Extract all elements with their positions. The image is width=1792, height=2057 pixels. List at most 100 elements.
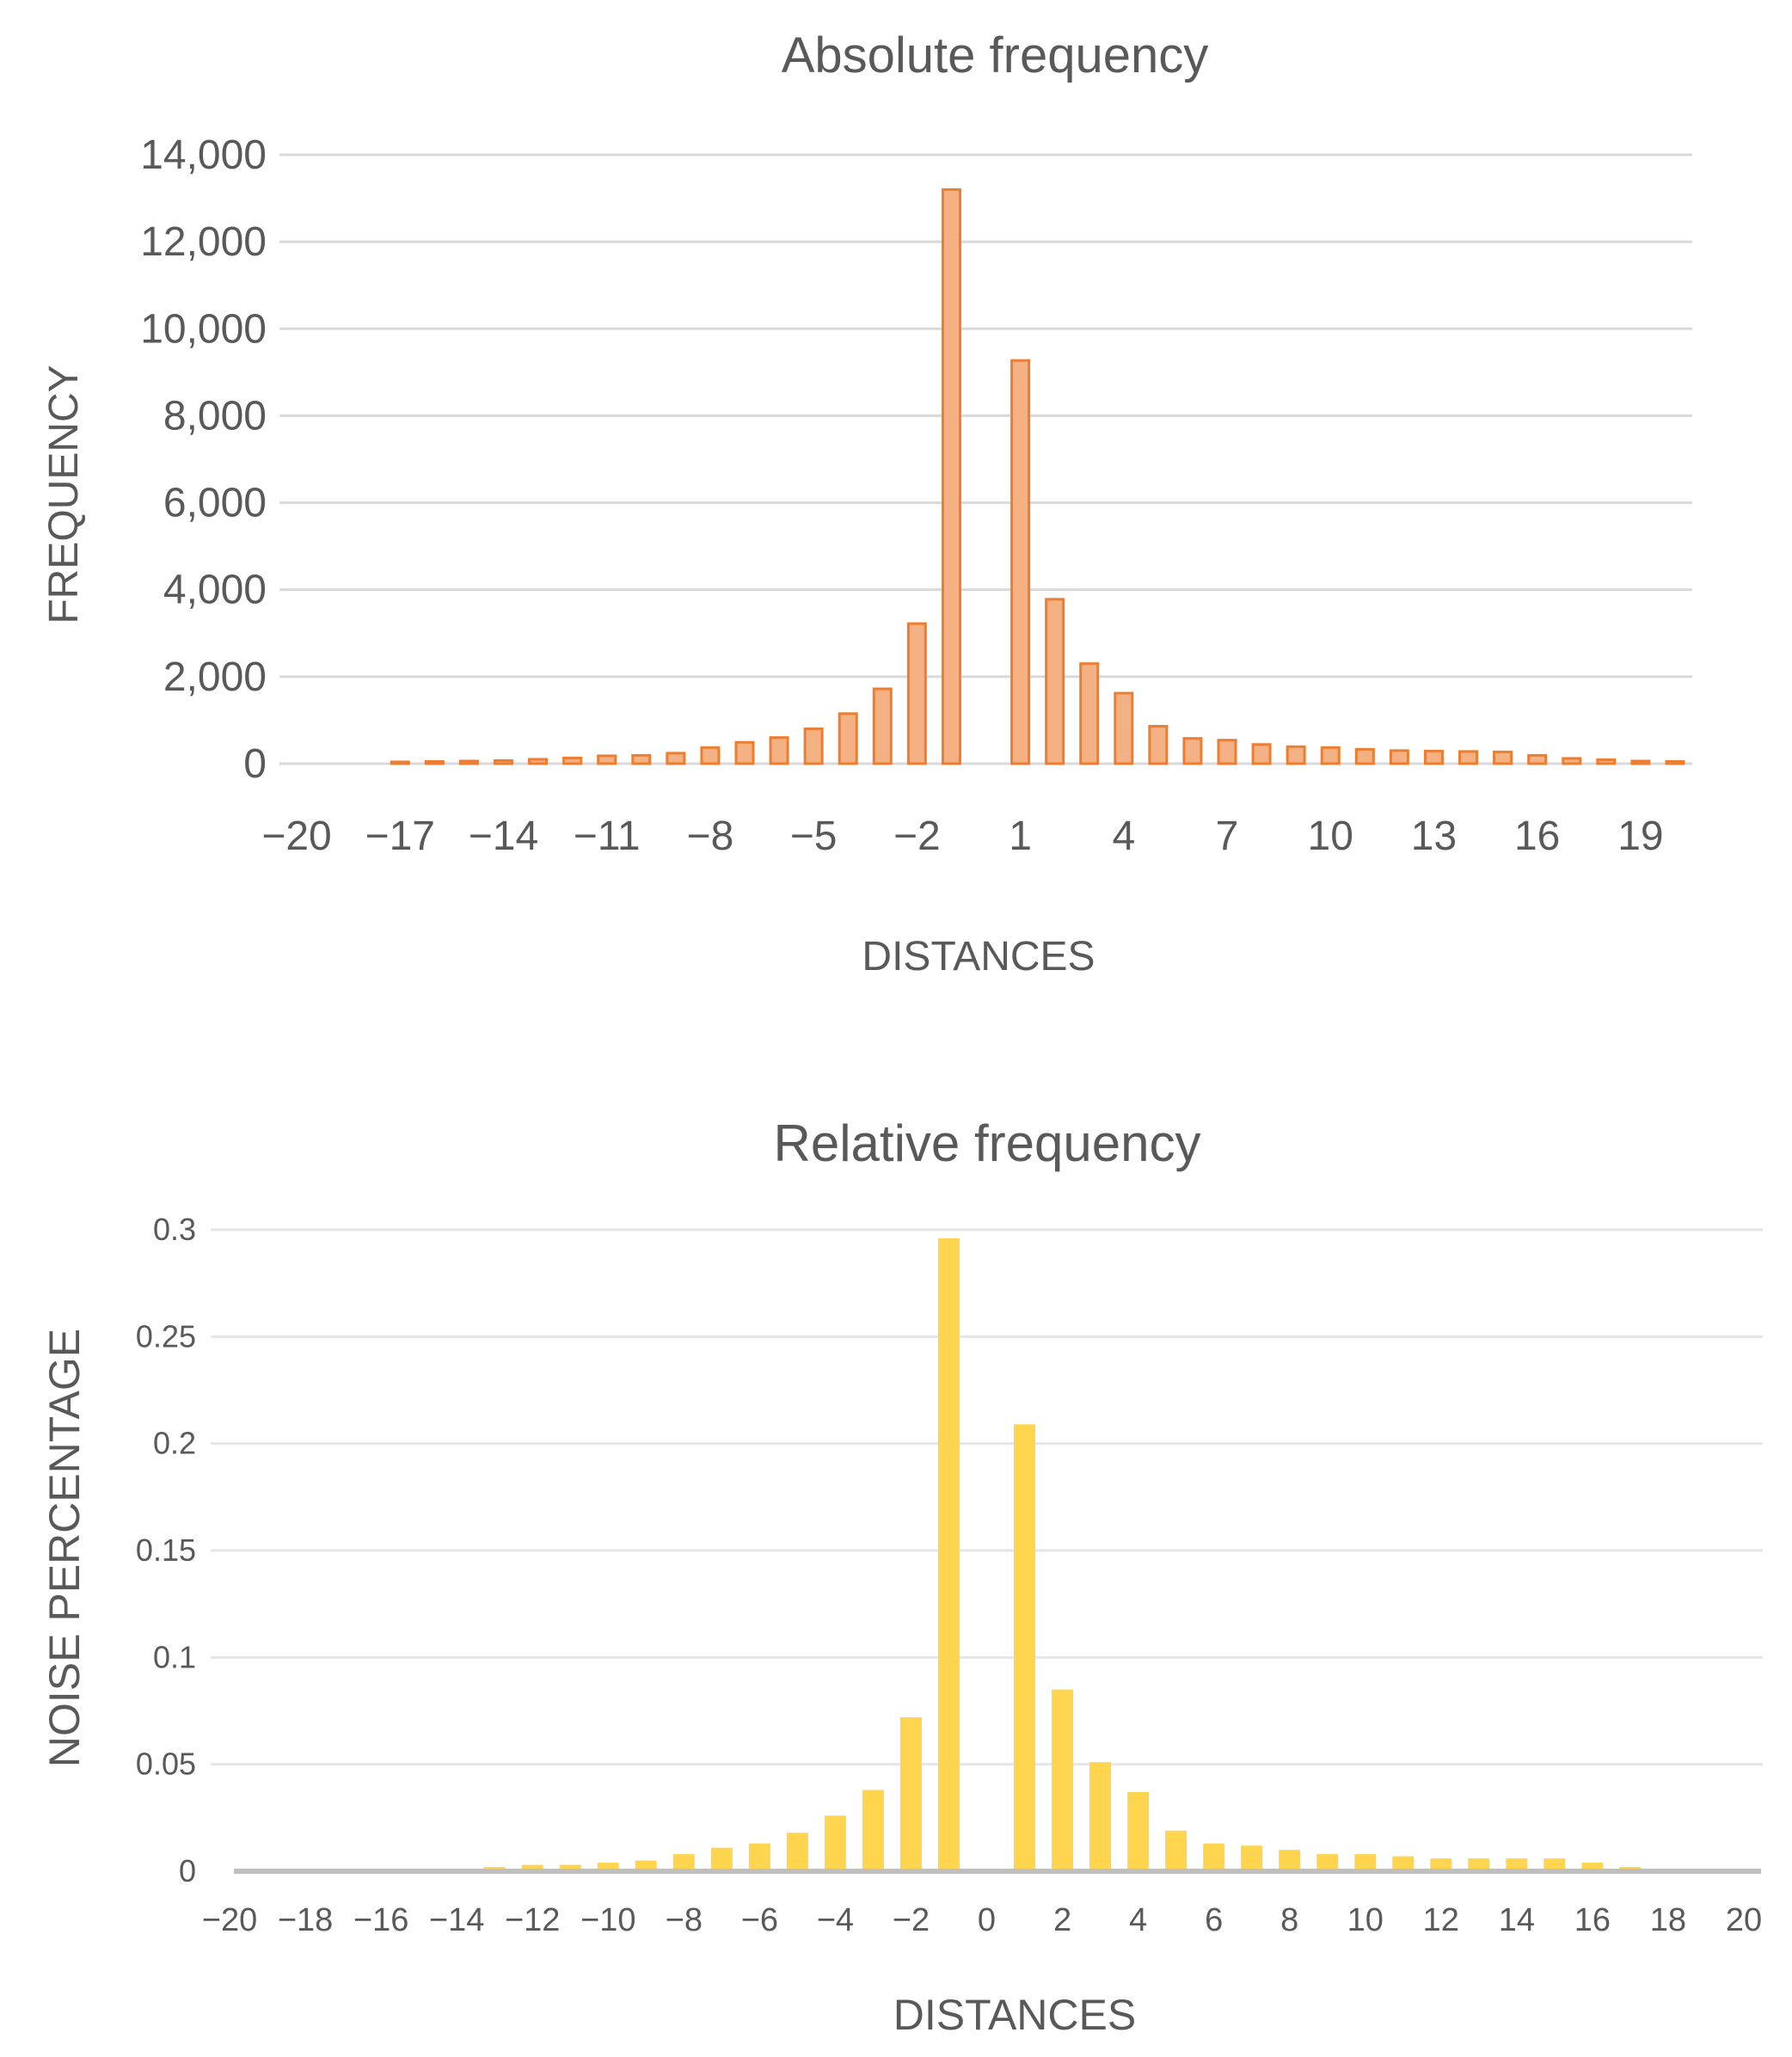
bar	[1562, 757, 1582, 765]
bar	[390, 760, 410, 765]
relative-frequency-chart: Relative frequency 0 0.05 0.1 0.15 0.2 0.25 0.…	[40, 1114, 1763, 2039]
x-tick-label: 4	[1112, 814, 1135, 859]
x-tick-label: −18	[278, 1902, 333, 1938]
bar	[1165, 1830, 1188, 1871]
x-tick-label: 12	[1423, 1902, 1459, 1938]
x-tick-label: −17	[365, 814, 435, 859]
chart-title: Absolute frequency	[782, 28, 1209, 83]
x-tick-label: 1	[1009, 814, 1032, 859]
bar	[1506, 1858, 1528, 1871]
bars	[483, 1237, 1642, 1871]
bar	[597, 1863, 619, 1871]
bar	[1630, 759, 1651, 765]
bar	[1203, 1843, 1225, 1871]
bar	[899, 1716, 922, 1871]
y-tick-label: 0	[243, 741, 267, 787]
bar	[734, 740, 755, 765]
y-axis-title: FREQUENCY	[41, 365, 87, 623]
bar	[1354, 1854, 1377, 1871]
x-tick-label: −11	[574, 814, 641, 859]
bar	[1286, 745, 1306, 765]
bar	[528, 758, 549, 765]
bar	[710, 1847, 733, 1871]
bar	[1114, 691, 1134, 765]
y-tick-label: 12,000	[140, 219, 267, 265]
y-tick-label: 0.2	[153, 1426, 196, 1461]
bar	[631, 753, 652, 765]
y-tick-label: 0.25	[136, 1318, 196, 1354]
bar	[666, 752, 686, 765]
y-gridlines	[279, 153, 1692, 765]
y-axis-title: NOISE PERCENTAGE	[40, 1329, 89, 1767]
chart-title: Relative frequency	[774, 1114, 1201, 1172]
x-tick-label: −14	[429, 1902, 484, 1938]
bar	[1389, 749, 1409, 765]
y-tick-label: 10,000	[140, 306, 267, 352]
bar	[803, 728, 824, 765]
bar	[1665, 759, 1685, 765]
bar	[1279, 1850, 1301, 1871]
bar	[1596, 758, 1617, 765]
bar	[1468, 1858, 1490, 1871]
x-tick-label: 16	[1574, 1902, 1611, 1938]
bar	[424, 759, 445, 765]
bar	[559, 1864, 581, 1871]
bar	[1458, 750, 1479, 765]
x-tick-label: 16	[1514, 814, 1560, 859]
x-tick-labels: −20 −17 −14 −11 −8 −5 −2 1 4 7 10 13 16 19	[261, 814, 1663, 859]
x-tick-label: −2	[893, 1902, 930, 1938]
x-tick-labels: −20 −18 −16 −14 −12 −10 −8 −6 −4 −2 0 2 4 6 8 10 12 14 16 1…	[202, 1902, 1762, 1938]
bar	[1251, 743, 1272, 765]
y-tick-label: 14,000	[140, 132, 267, 178]
x-axis-title: DISTANCES	[862, 934, 1095, 979]
x-tick-label: 8	[1280, 1902, 1298, 1938]
bar	[1089, 1762, 1112, 1871]
bar	[1320, 746, 1341, 765]
bar	[824, 1815, 846, 1871]
bar	[1316, 1854, 1339, 1871]
x-tick-label: −20	[261, 814, 331, 859]
bar	[1423, 749, 1444, 765]
bar	[937, 1237, 960, 1871]
bar	[672, 1854, 695, 1871]
x-tick-label: −4	[817, 1902, 854, 1938]
bar	[1148, 725, 1169, 765]
x-axis-title: DISTANCES	[893, 1991, 1136, 2039]
bar	[1581, 1863, 1604, 1871]
bar	[597, 754, 617, 765]
x-tick-label: 13	[1411, 814, 1457, 859]
y-tick-label: 0.1	[153, 1639, 196, 1674]
x-tick-label: 10	[1308, 814, 1353, 859]
bar	[1014, 1424, 1036, 1871]
x-tick-label: −8	[666, 1902, 703, 1938]
bar	[521, 1864, 543, 1871]
bar	[872, 687, 893, 765]
bar	[786, 1833, 808, 1871]
x-tick-label: 10	[1347, 1902, 1384, 1938]
bar	[562, 756, 583, 765]
bar	[1079, 662, 1100, 765]
x-tick-label: −6	[741, 1902, 778, 1938]
bar	[1010, 359, 1031, 765]
bar	[700, 746, 721, 765]
bar	[493, 758, 513, 765]
x-tick-label: 7	[1216, 814, 1239, 859]
x-tick-label: 4	[1129, 1902, 1147, 1938]
bar	[1392, 1856, 1415, 1871]
x-tick-label: −2	[893, 814, 941, 859]
bar	[1241, 1845, 1263, 1871]
bar	[941, 187, 961, 765]
bar	[838, 712, 858, 765]
y-gridlines	[211, 1228, 1763, 1766]
bar	[1430, 1858, 1452, 1871]
y-tick-label: 4,000	[163, 568, 267, 613]
bars	[390, 187, 1685, 765]
x-tick-label: 14	[1499, 1902, 1535, 1938]
bar	[906, 622, 927, 765]
x-tick-label: −8	[687, 814, 734, 859]
x-tick-label: 2	[1053, 1902, 1071, 1938]
y-tick-label: 0.15	[136, 1532, 196, 1568]
y-tick-label: 2,000	[163, 654, 267, 700]
x-tick-label: −14	[469, 814, 538, 859]
